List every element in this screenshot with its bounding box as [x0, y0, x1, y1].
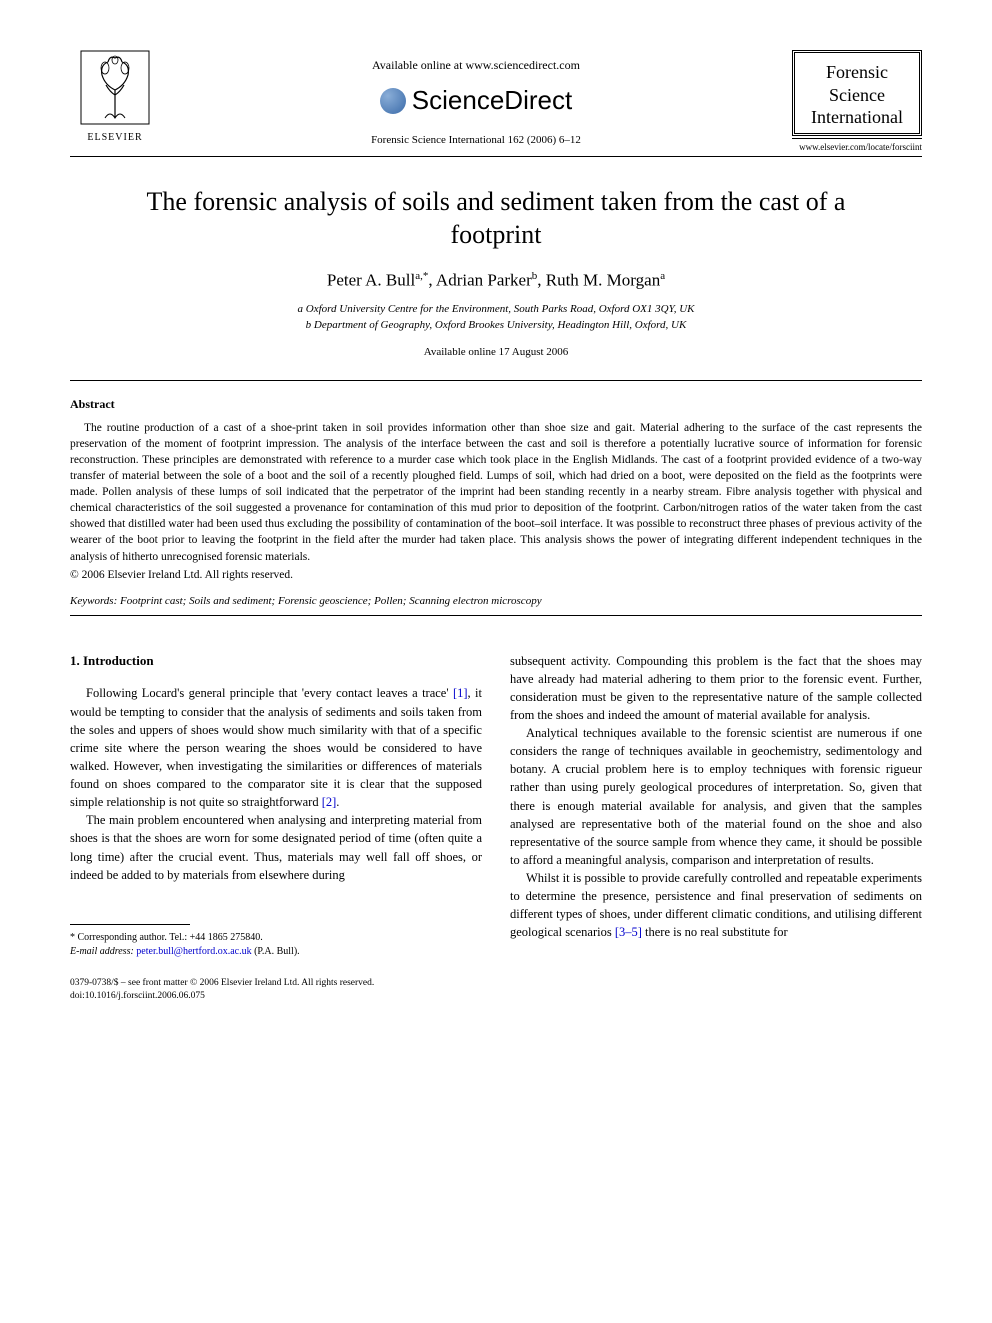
- affiliation-a: a Oxford University Centre for the Envir…: [70, 301, 922, 318]
- journal-cover-block: Forensic Science International www.elsev…: [792, 50, 922, 152]
- sciencedirect-brand: ScienceDirect: [160, 85, 792, 116]
- intro-para-1: Following Locard's general principle tha…: [70, 684, 482, 811]
- author-1-affil: a,*: [415, 270, 428, 282]
- elsevier-tree-icon: [80, 50, 150, 125]
- corresponding-author-footnote: * Corresponding author. Tel.: +44 1865 2…: [70, 931, 482, 959]
- journal-name-line2: Science: [799, 84, 915, 107]
- intro-para-3: Analytical techniques available to the f…: [510, 724, 922, 869]
- author-3-affil: a: [660, 270, 665, 282]
- ref-link-2[interactable]: [2]: [322, 795, 337, 809]
- intro-para-4: Whilst it is possible to provide careful…: [510, 869, 922, 942]
- post-abstract-rule: [70, 615, 922, 616]
- intro-para-2: The main problem encountered when analys…: [70, 811, 482, 884]
- page-footer: 0379-0738/$ – see front matter © 2006 El…: [70, 977, 922, 1004]
- page-header: ELSEVIER Available online at www.science…: [70, 50, 922, 152]
- header-center: Available online at www.sciencedirect.co…: [160, 50, 792, 146]
- section-1-heading: 1. Introduction: [70, 652, 482, 671]
- header-rule: [70, 156, 922, 157]
- left-column: 1. Introduction Following Locard's gener…: [70, 652, 482, 959]
- footnote-separator: [70, 924, 190, 925]
- email-label: E-mail address:: [70, 946, 134, 957]
- article-title: The forensic analysis of soils and sedim…: [110, 185, 882, 253]
- sciencedirect-ball-icon: [380, 88, 406, 114]
- publisher-block: ELSEVIER: [70, 50, 160, 143]
- abstract-heading: Abstract: [70, 397, 922, 412]
- footer-copyright: 0379-0738/$ – see front matter © 2006 El…: [70, 977, 922, 990]
- email-attribution: (P.A. Bull).: [254, 946, 300, 957]
- abstract-copyright: © 2006 Elsevier Ireland Ltd. All rights …: [70, 569, 922, 581]
- corresponding-line: * Corresponding author. Tel.: +44 1865 2…: [70, 931, 482, 945]
- publisher-name: ELSEVIER: [70, 132, 160, 143]
- journal-url[interactable]: www.elsevier.com/locate/forsciint: [792, 138, 922, 152]
- ref-link-3-5[interactable]: [3–5]: [615, 925, 642, 939]
- available-online-text: Available online at www.sciencedirect.co…: [160, 58, 792, 73]
- abstract-text: The routine production of a cast of a sh…: [70, 420, 922, 565]
- affiliations-block: a Oxford University Centre for the Envir…: [70, 301, 922, 334]
- keywords-values: Footprint cast; Soils and sediment; Fore…: [120, 595, 542, 607]
- email-link[interactable]: peter.bull@hertford.ox.ac.uk: [136, 946, 251, 957]
- keywords-line: Keywords: Footprint cast; Soils and sedi…: [70, 595, 922, 607]
- keywords-label: Keywords:: [70, 595, 117, 607]
- journal-name-line1: Forensic: [799, 61, 915, 84]
- author-2-affil: b: [532, 270, 538, 282]
- journal-name-line3: International: [799, 106, 915, 129]
- body-columns: 1. Introduction Following Locard's gener…: [70, 652, 922, 959]
- pre-abstract-rule: [70, 380, 922, 381]
- available-online-date: Available online 17 August 2006: [70, 346, 922, 358]
- author-2: Adrian Parker: [436, 271, 532, 290]
- intro-para-2-continued: subsequent activity. Compounding this pr…: [510, 652, 922, 725]
- footer-doi: doi:10.1016/j.forsciint.2006.06.075: [70, 990, 922, 1003]
- email-line: E-mail address: peter.bull@hertford.ox.a…: [70, 945, 482, 959]
- journal-citation: Forensic Science International 162 (2006…: [160, 134, 792, 146]
- authors-line: Peter A. Bulla,*, Adrian Parkerb, Ruth M…: [70, 270, 922, 291]
- right-column: subsequent activity. Compounding this pr…: [510, 652, 922, 959]
- ref-link-1[interactable]: [1]: [453, 686, 468, 700]
- sciencedirect-text: ScienceDirect: [412, 85, 572, 116]
- author-3: Ruth M. Morgan: [546, 271, 660, 290]
- affiliation-b: b Department of Geography, Oxford Brooke…: [70, 317, 922, 334]
- abstract-body: The routine production of a cast of a sh…: [70, 420, 922, 565]
- author-1: Peter A. Bull: [327, 271, 415, 290]
